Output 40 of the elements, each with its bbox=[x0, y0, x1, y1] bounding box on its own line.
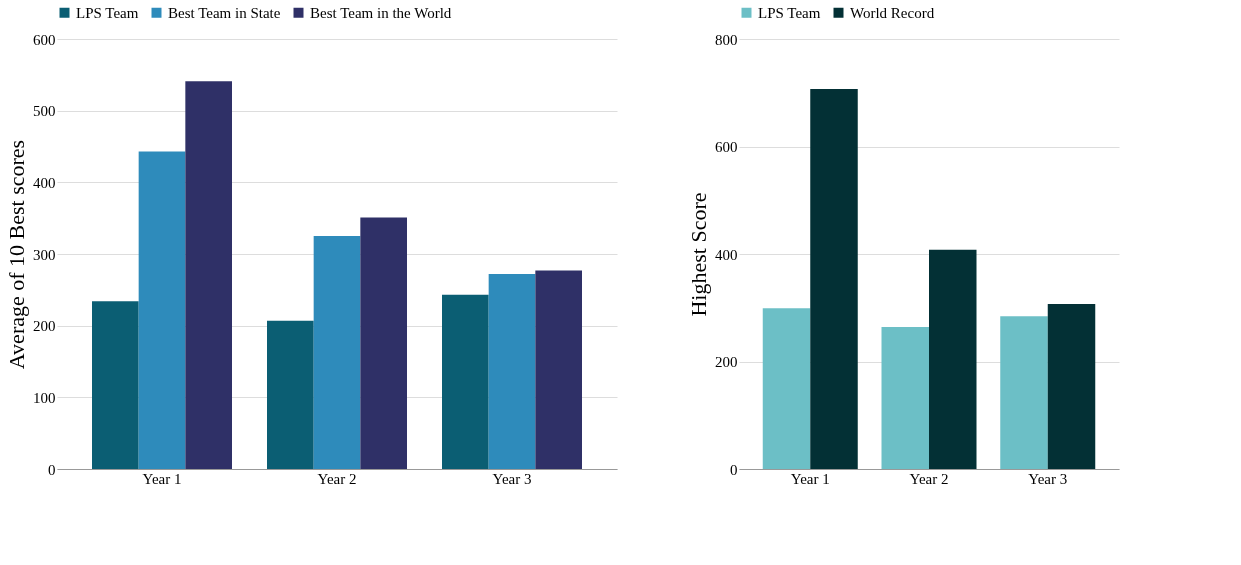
bar bbox=[267, 320, 314, 469]
bar bbox=[185, 81, 232, 469]
x-tick-label: Year 3 bbox=[492, 470, 532, 487]
y-tick-label: 0 bbox=[48, 461, 56, 478]
y-tick-label: 400 bbox=[33, 174, 56, 191]
x-tick-label: Year 2 bbox=[317, 470, 357, 487]
x-tick-label: Year 1 bbox=[142, 470, 182, 487]
bar bbox=[488, 274, 536, 469]
legend-label: Best Team in State bbox=[168, 4, 281, 21]
bar bbox=[762, 308, 811, 469]
y-tick-label: 800 bbox=[715, 31, 738, 48]
bar bbox=[360, 217, 407, 469]
bar bbox=[810, 88, 858, 469]
bar bbox=[1047, 303, 1096, 469]
y-axis-title: Average of 10 Best scores bbox=[4, 139, 29, 370]
y-tick-label: 300 bbox=[33, 246, 56, 263]
bar bbox=[442, 294, 489, 469]
bar bbox=[92, 301, 139, 469]
legend-label: World Record bbox=[850, 4, 935, 21]
legend-label: LPS Team bbox=[758, 4, 821, 21]
y-axis-title: Highest Score bbox=[686, 192, 711, 317]
bar bbox=[138, 151, 186, 469]
bar bbox=[313, 236, 361, 469]
x-tick-label: Year 1 bbox=[790, 470, 830, 487]
x-tick-label: Year 3 bbox=[1028, 470, 1068, 487]
y-tick-label: 200 bbox=[715, 354, 738, 370]
y-tick-label: 0 bbox=[730, 461, 738, 478]
bar bbox=[881, 327, 929, 469]
y-tick-label: 100 bbox=[33, 389, 56, 406]
legend-label: LPS Team bbox=[76, 4, 139, 21]
bar bbox=[1000, 316, 1048, 469]
y-tick-label: 500 bbox=[33, 103, 56, 120]
y-tick-label: 600 bbox=[715, 139, 738, 155]
legend-label: Best Team in the World bbox=[310, 4, 452, 21]
x-tick-label: Year 2 bbox=[909, 470, 949, 487]
y-tick-label: 400 bbox=[715, 246, 738, 263]
bar bbox=[535, 270, 582, 469]
y-tick-label: 600 bbox=[33, 31, 56, 48]
bar bbox=[929, 249, 977, 469]
y-tick-label: 200 bbox=[33, 318, 56, 335]
